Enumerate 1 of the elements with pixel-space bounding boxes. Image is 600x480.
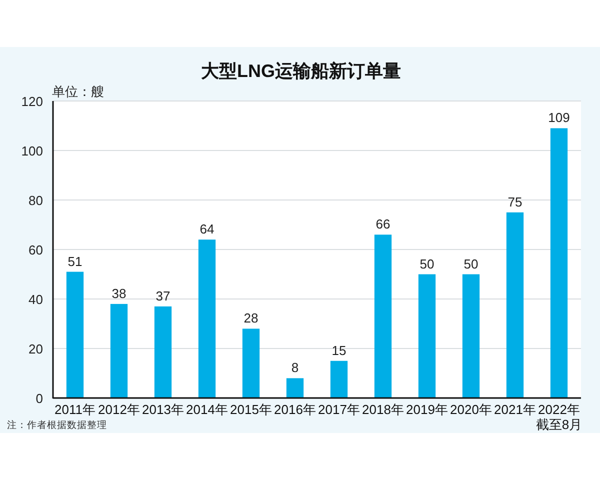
title: 大型LNG运输船新订单量 [201, 61, 401, 81]
